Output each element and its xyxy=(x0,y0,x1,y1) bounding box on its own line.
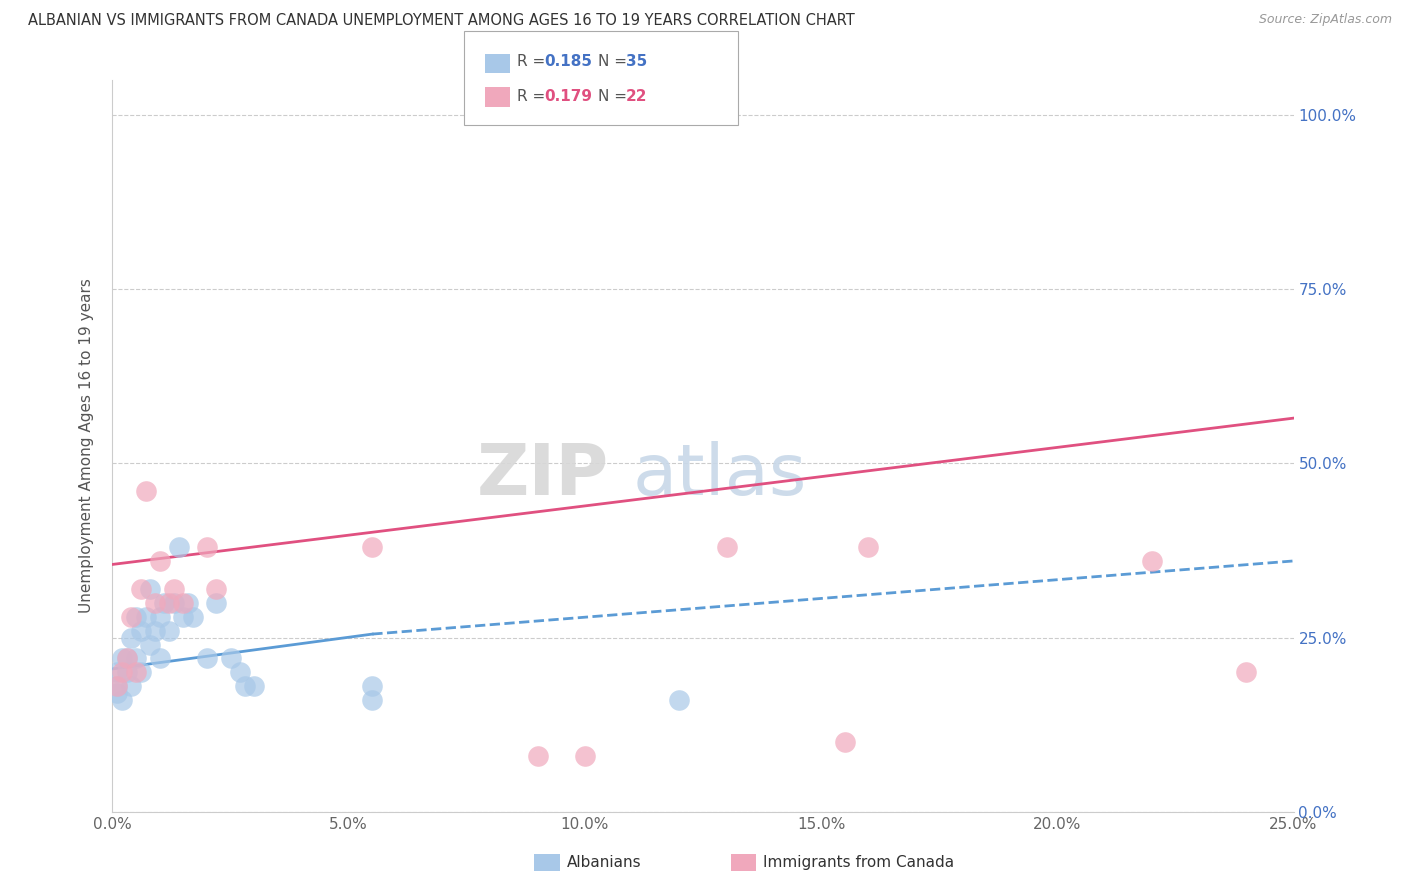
Point xyxy=(229,665,252,680)
Text: N =: N = xyxy=(598,54,631,69)
Text: Albanians: Albanians xyxy=(567,855,641,870)
Point xyxy=(120,609,142,624)
Text: 0.179: 0.179 xyxy=(544,89,592,103)
Point xyxy=(139,582,162,596)
Point xyxy=(143,596,166,610)
Text: ALBANIAN VS IMMIGRANTS FROM CANADA UNEMPLOYMENT AMONG AGES 16 TO 19 YEARS CORREL: ALBANIAN VS IMMIGRANTS FROM CANADA UNEMP… xyxy=(28,13,855,29)
Point xyxy=(163,582,186,596)
Text: 22: 22 xyxy=(626,89,647,103)
Point xyxy=(143,624,166,638)
Point xyxy=(195,540,218,554)
Point xyxy=(361,693,384,707)
Text: 0.185: 0.185 xyxy=(544,54,592,69)
Point xyxy=(574,749,596,764)
Point xyxy=(205,582,228,596)
Text: atlas: atlas xyxy=(633,441,807,509)
Point xyxy=(139,638,162,652)
Point xyxy=(105,686,128,700)
Point xyxy=(716,540,738,554)
Point xyxy=(834,735,856,749)
Point xyxy=(1234,665,1257,680)
Point xyxy=(1140,554,1163,568)
Point xyxy=(135,609,157,624)
Text: N =: N = xyxy=(598,89,631,103)
Point xyxy=(105,665,128,680)
Point xyxy=(149,651,172,665)
Point xyxy=(172,596,194,610)
Point xyxy=(153,596,176,610)
Point xyxy=(233,679,256,693)
Point xyxy=(149,609,172,624)
Point xyxy=(167,540,190,554)
Point xyxy=(526,749,548,764)
Point xyxy=(111,651,134,665)
Text: Immigrants from Canada: Immigrants from Canada xyxy=(763,855,955,870)
Point xyxy=(149,554,172,568)
Point xyxy=(205,596,228,610)
Point xyxy=(195,651,218,665)
Point xyxy=(157,596,180,610)
Point xyxy=(181,609,204,624)
Text: Source: ZipAtlas.com: Source: ZipAtlas.com xyxy=(1258,13,1392,27)
Point xyxy=(125,609,148,624)
Point xyxy=(858,540,880,554)
Point xyxy=(361,540,384,554)
Point xyxy=(172,609,194,624)
Point xyxy=(111,693,134,707)
Point xyxy=(111,665,134,680)
Point xyxy=(135,484,157,499)
Point xyxy=(115,651,138,665)
Point xyxy=(129,624,152,638)
Text: ZIP: ZIP xyxy=(477,441,609,509)
Text: R =: R = xyxy=(517,54,551,69)
Point xyxy=(105,679,128,693)
Point xyxy=(120,631,142,645)
Point xyxy=(668,693,690,707)
Point xyxy=(115,665,138,680)
Point xyxy=(129,665,152,680)
Point xyxy=(125,665,148,680)
Point xyxy=(125,651,148,665)
Text: R =: R = xyxy=(517,89,551,103)
Point xyxy=(177,596,200,610)
Text: 35: 35 xyxy=(626,54,647,69)
Point xyxy=(129,582,152,596)
Point xyxy=(219,651,242,665)
Point xyxy=(115,651,138,665)
Point xyxy=(105,679,128,693)
Point xyxy=(243,679,266,693)
Point xyxy=(120,679,142,693)
Point xyxy=(163,596,186,610)
Point xyxy=(157,624,180,638)
Point xyxy=(361,679,384,693)
Y-axis label: Unemployment Among Ages 16 to 19 years: Unemployment Among Ages 16 to 19 years xyxy=(79,278,94,614)
